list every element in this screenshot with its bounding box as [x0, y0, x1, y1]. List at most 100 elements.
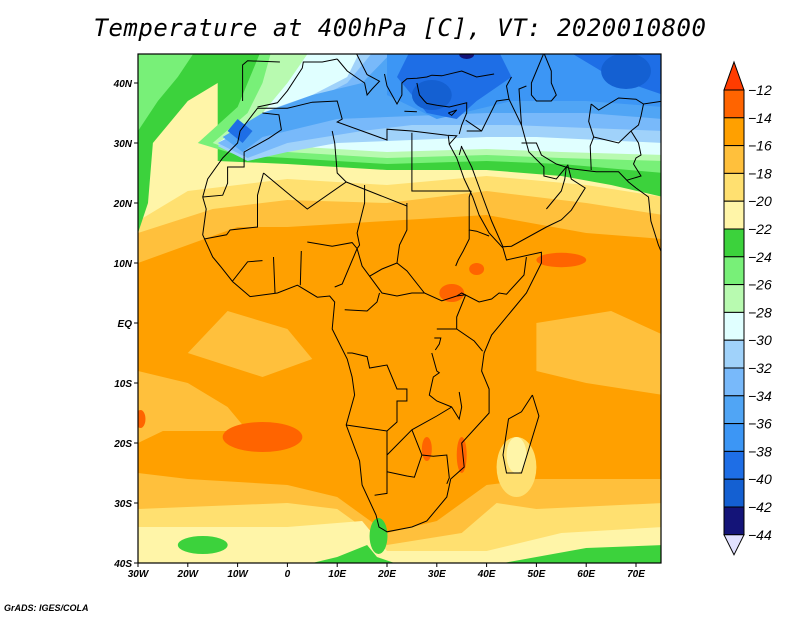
- contour-region: [601, 54, 651, 89]
- contour-region: [369, 518, 388, 554]
- lat-tick-label: 20N: [113, 199, 133, 210]
- europe-coastline: [257, 58, 338, 108]
- balkan-turkey-coastline: [384, 70, 495, 106]
- lat-tick-label: 40S: [113, 559, 132, 570]
- lon-tick-label: 20W: [177, 569, 200, 580]
- lat-tick-label: EQ: [118, 319, 133, 330]
- colorbar-label: −30: [748, 332, 772, 348]
- colorbar-swatch: [723, 339, 745, 369]
- country-border: [455, 230, 470, 267]
- colorbar-label: −36: [748, 416, 772, 432]
- lon-tick-label: 50E: [528, 569, 546, 580]
- colorbar-label: −28: [748, 304, 772, 320]
- temperature-field: [138, 54, 661, 563]
- lat-tick-label: 40N: [113, 79, 133, 90]
- country-border: [334, 248, 358, 288]
- contour-region: [138, 410, 146, 428]
- contour-region: [138, 54, 255, 233]
- contour-region: [469, 263, 485, 275]
- colorbar-swatch: [723, 117, 745, 147]
- colorbar-label: −26: [748, 277, 772, 293]
- colorbar-label: −20: [748, 193, 772, 209]
- country-border: [411, 429, 450, 484]
- colorbar-label: −40: [748, 471, 772, 487]
- country-border: [434, 337, 442, 351]
- levant-coastline: [416, 82, 468, 135]
- colorbar-swatch: [723, 145, 745, 174]
- country-border: [626, 130, 642, 181]
- country-border: [386, 454, 423, 478]
- map-title: Temperature at 400hPa [C], VT: 202001080…: [93, 14, 707, 42]
- lon-tick-label: 70E: [627, 569, 645, 580]
- colorbar-label: −42: [748, 499, 772, 515]
- colorbar-swatch: [723, 506, 745, 536]
- lat-tick-label: 20S: [113, 439, 132, 450]
- country-border: [374, 431, 388, 496]
- contour-region: [312, 545, 661, 563]
- suez-coastline: [447, 135, 450, 145]
- contour-region: [138, 521, 661, 563]
- colorbar-swatch: [723, 200, 745, 230]
- contour-region: [421, 437, 432, 461]
- country-border: [307, 241, 358, 249]
- country-border: [396, 206, 466, 302]
- colorbar-label: −24: [748, 249, 772, 265]
- contour-region: [506, 437, 527, 473]
- colorbar-swatch: [723, 256, 745, 286]
- country-border: [466, 98, 527, 144]
- country-border: [202, 156, 245, 198]
- cyprus-coastline: [448, 109, 458, 117]
- country-border: [344, 292, 380, 312]
- asia-coastline: [521, 142, 661, 253]
- colorbar-swatch: [723, 367, 745, 397]
- colorbar: −12 −14 −16 −18 −20 −22 −24 −26 −28 −30 −32 −34 −36 −…: [723, 60, 772, 556]
- lon-tick-label: 10E: [328, 569, 346, 580]
- country-border: [546, 166, 567, 210]
- country-border: [465, 119, 482, 132]
- country-border: [273, 256, 276, 294]
- country-border: [456, 256, 527, 303]
- lon-tick-label: 60E: [577, 569, 595, 580]
- colorbar-label: −34: [748, 388, 772, 404]
- lat-tick-label: 30S: [114, 499, 132, 510]
- country-border: [243, 112, 282, 157]
- colorbar-swatch: [723, 172, 745, 202]
- colorbar-label: −14: [748, 110, 772, 126]
- italy-coastline: [336, 54, 381, 97]
- lon-tick-label: 0: [285, 569, 291, 580]
- colorbar-label: −18: [748, 165, 772, 181]
- contour-region: [138, 54, 194, 131]
- contour-region: [138, 371, 248, 443]
- country-border: [232, 260, 263, 282]
- coastlines-borders: [202, 54, 661, 533]
- colorbar-swatch: [723, 478, 745, 508]
- crete-coastline: [404, 110, 417, 113]
- country-border: [369, 275, 425, 297]
- colorbar-swatch: [723, 89, 745, 119]
- country-border: [299, 250, 302, 286]
- colorbar-swatch: [723, 450, 745, 480]
- colorbar-label: −32: [748, 360, 772, 376]
- contour-region: [222, 422, 303, 452]
- map-frame: [137, 53, 662, 564]
- country-border: [518, 85, 527, 126]
- map-axes: 30W 20W 10W 0 10E 20E 30E 40E 50E 60E 70E 40N 30N 20N…: [113, 79, 646, 580]
- lon-tick-label: 20E: [377, 569, 396, 580]
- arabia-coastline: [460, 142, 586, 248]
- colorbar-under-triangle: [723, 534, 745, 556]
- country-border: [263, 172, 408, 210]
- colorbar-label: −12: [748, 82, 772, 98]
- lat-tick-label: 10N: [114, 259, 133, 270]
- country-border: [428, 352, 452, 408]
- country-border: [590, 97, 661, 111]
- colorbar-label: −22: [748, 221, 772, 237]
- country-border: [593, 103, 644, 144]
- madagascar-coastline: [502, 394, 540, 474]
- colorbar-label: −16: [748, 138, 772, 154]
- aqaba-coastline: [458, 145, 463, 156]
- country-border: [331, 130, 347, 183]
- colorbar-swatch: [723, 284, 745, 313]
- iberia-coastline: [242, 60, 280, 101]
- lat-tick-label: 10S: [114, 379, 132, 390]
